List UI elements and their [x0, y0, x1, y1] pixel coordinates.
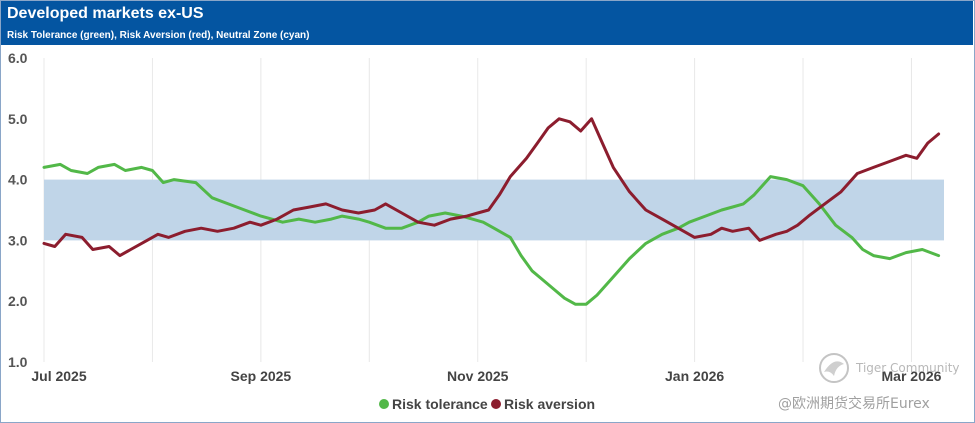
y-tick-label: 3.0: [8, 232, 28, 248]
chart-title: Developed markets ex-US: [7, 5, 204, 22]
y-axis-ticks: 1.0 2.0 3.0 4.0 5.0 6.0: [8, 50, 28, 370]
x-tick-label: Mar 2026: [882, 368, 942, 384]
y-tick-label: 4.0: [8, 172, 28, 188]
y-tick-label: 1.0: [8, 354, 28, 370]
y-tick-label: 5.0: [8, 111, 28, 127]
x-tick-label: Sep 2025: [231, 368, 292, 384]
y-tick-label: 2.0: [8, 293, 28, 309]
legend-label-risk-tolerance: Risk tolerance: [392, 396, 488, 412]
risk-tolerance-line: [42, 162, 941, 306]
neutral-zone-band: [44, 179, 944, 241]
legend-marker-risk-aversion: [491, 399, 501, 409]
x-axis-ticks: Jul 2025 Sep 2025 Nov 2025 Jan 2026 Mar 2026: [31, 368, 941, 384]
risk-aversion-line: [42, 117, 941, 258]
x-tick-label: Jul 2025: [31, 368, 86, 384]
x-tick-label: Jan 2026: [665, 368, 724, 384]
legend-marker-risk-tolerance: [379, 399, 389, 409]
tiger-logo-icon: [819, 353, 849, 383]
watermark: Tiger Community @欧洲期货交易所Eurex: [778, 352, 968, 412]
legend: Risk tolerance Risk aversion: [379, 396, 595, 412]
chart-subtitle: Risk Tolerance (green), Risk Aversion (r…: [7, 30, 310, 41]
chart-header: Developed markets ex-US Risk Tolerance (…: [1, 1, 973, 45]
legend-label-risk-aversion: Risk aversion: [504, 396, 595, 412]
watermark-handle: @欧洲期货交易所Eurex: [778, 396, 930, 412]
watermark-brand: Tiger Community: [856, 361, 960, 375]
x-tick-label: Nov 2025: [447, 368, 509, 384]
y-tick-label: 6.0: [8, 50, 28, 66]
